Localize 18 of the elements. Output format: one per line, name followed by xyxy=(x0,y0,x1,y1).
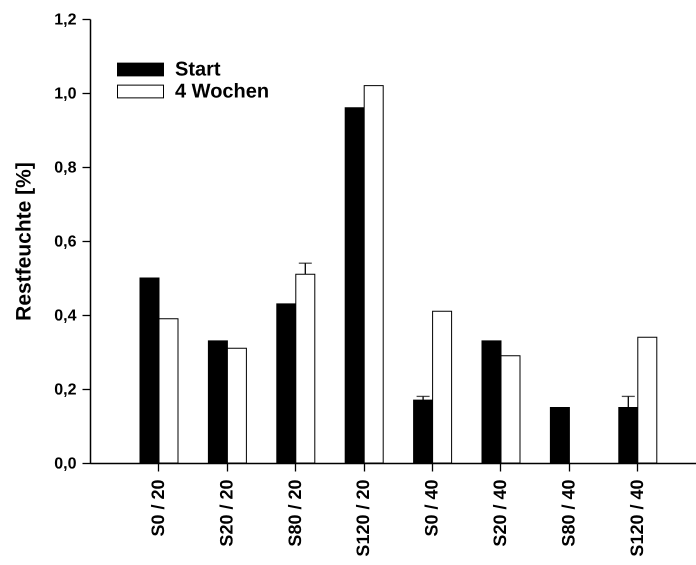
x-tick-label: S20 / 40 xyxy=(490,480,510,547)
x-tick-label: S80 / 40 xyxy=(558,480,578,547)
y-tick-label: 0,2 xyxy=(54,382,77,398)
x-tick-label: S80 / 20 xyxy=(284,480,305,547)
legend-label: Start xyxy=(175,58,221,80)
x-tick-label: S0 / 20 xyxy=(148,480,168,537)
x-tick-label: S120 / 40 xyxy=(626,480,647,557)
y-tick-label: 0,4 xyxy=(54,308,77,324)
y-axis-title: Restfeuchte [%] xyxy=(12,162,36,321)
y-tick-label: 0,8 xyxy=(54,160,77,176)
y-tick-label: 0,6 xyxy=(54,234,77,250)
y-tick-label: 1,2 xyxy=(54,12,77,28)
legend-label: 4 Wochen xyxy=(175,80,270,102)
y-tick-label: 1,0 xyxy=(54,86,77,102)
y-tick-label: 0,0 xyxy=(54,456,77,472)
x-tick-label: S0 / 40 xyxy=(422,480,442,537)
x-tick-label: S120 / 20 xyxy=(353,480,374,557)
x-tick-label: S20 / 20 xyxy=(216,480,236,547)
